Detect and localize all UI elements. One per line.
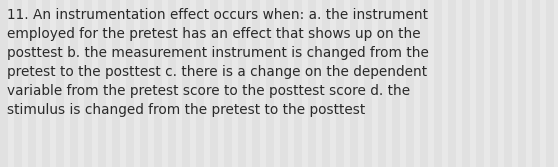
Bar bbox=[350, 0, 358, 167]
Bar bbox=[252, 0, 260, 167]
Bar bbox=[154, 0, 162, 167]
Bar bbox=[336, 0, 344, 167]
Bar bbox=[42, 0, 50, 167]
Bar bbox=[532, 0, 540, 167]
Bar bbox=[84, 0, 92, 167]
Bar bbox=[70, 0, 78, 167]
Bar bbox=[490, 0, 498, 167]
Bar bbox=[224, 0, 232, 167]
Bar bbox=[420, 0, 428, 167]
Bar bbox=[0, 0, 8, 167]
Bar bbox=[406, 0, 414, 167]
Bar bbox=[98, 0, 106, 167]
Bar bbox=[504, 0, 512, 167]
Bar bbox=[308, 0, 316, 167]
Bar bbox=[14, 0, 22, 167]
Bar bbox=[182, 0, 190, 167]
Bar bbox=[546, 0, 554, 167]
Bar bbox=[518, 0, 526, 167]
Bar bbox=[196, 0, 204, 167]
Bar bbox=[448, 0, 456, 167]
Bar bbox=[126, 0, 134, 167]
Bar bbox=[210, 0, 218, 167]
Bar bbox=[322, 0, 330, 167]
Bar bbox=[140, 0, 148, 167]
Bar bbox=[168, 0, 176, 167]
Text: 11. An instrumentation effect occurs when: a. the instrument
employed for the pr: 11. An instrumentation effect occurs whe… bbox=[7, 8, 429, 117]
Bar bbox=[378, 0, 386, 167]
Bar bbox=[392, 0, 400, 167]
Bar bbox=[364, 0, 372, 167]
Bar bbox=[28, 0, 36, 167]
Bar bbox=[56, 0, 64, 167]
Bar bbox=[280, 0, 288, 167]
Bar bbox=[266, 0, 274, 167]
Bar bbox=[112, 0, 120, 167]
Bar bbox=[434, 0, 442, 167]
Bar bbox=[238, 0, 246, 167]
Bar bbox=[294, 0, 302, 167]
Bar bbox=[476, 0, 484, 167]
Bar bbox=[462, 0, 470, 167]
